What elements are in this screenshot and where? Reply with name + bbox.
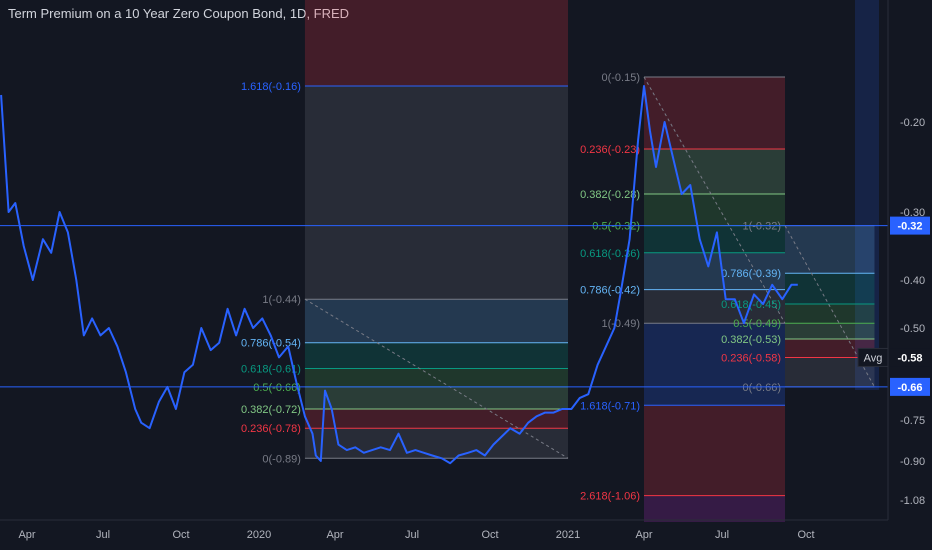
fib-band-bottom <box>644 495 785 522</box>
fib-level-label: 0.236(-0.78) <box>241 423 301 435</box>
x-tick-label: Apr <box>18 529 35 541</box>
horizontal-lines-layer <box>0 225 888 388</box>
fib-band <box>304 299 568 343</box>
fib-level-label: 0.382(-0.53) <box>721 334 781 346</box>
price-labels-layer: -0.32 Avg -0.58 -0.66 <box>857 216 930 396</box>
avg-tag <box>857 347 889 367</box>
fib-band <box>304 368 568 387</box>
price-label-box <box>890 377 930 396</box>
y-tick-label: -1.08 <box>900 495 925 507</box>
x-tick-label: Jul <box>405 529 419 541</box>
fib-level-label: 0(-0.15) <box>601 72 640 84</box>
fib-band <box>785 225 875 274</box>
fib-band <box>644 77 785 149</box>
price-label-text: -0.32 <box>897 221 922 233</box>
fib-level-label: 1.618(-0.71) <box>580 400 640 412</box>
price-label: -0.32 <box>890 216 930 235</box>
fib-level-label: 0.5(-0.49) <box>733 318 781 330</box>
fib-retracement-3[interactable]: 1(-0.32)0.786(-0.39)0.618(-0.45)0.5(-0.4… <box>721 221 875 394</box>
fib-level-label: 0.382(-0.28) <box>580 189 640 201</box>
fib-band <box>785 273 875 304</box>
x-tick-label: Apr <box>326 529 343 541</box>
chart-title: Term Premium on a 10 Year Zero Coupon Bo… <box>8 6 350 21</box>
fib-level-label: 0.5(-0.66) <box>253 382 301 394</box>
price-label: -0.66 <box>890 377 930 396</box>
x-tick-label: Jul <box>715 529 729 541</box>
fib-level-label: 1.618(-0.16) <box>241 81 301 93</box>
series-line[interactable] <box>0 85 798 465</box>
fib-level-label: 0.236(-0.23) <box>580 144 640 156</box>
x-tick-label: Oct <box>481 529 498 541</box>
x-tick-label: Jul <box>96 529 110 541</box>
fib-trend-line <box>784 225 875 388</box>
fib-band <box>304 428 568 459</box>
fib-band <box>785 323 875 340</box>
price-label-text: -0.66 <box>897 382 922 394</box>
y-tick-label: -0.50 <box>900 323 925 335</box>
fib-retracement-1[interactable]: 1.618(-0.16) 1(-0.44) 0.786(-0.54) 0.618(-0… <box>241 0 569 465</box>
fib-band <box>644 323 785 406</box>
fib-trend-line <box>643 76 786 324</box>
fib-level-label: 0.618(-0.61) <box>241 363 301 375</box>
fib-band <box>644 252 785 290</box>
fib-retracement-2[interactable]: 0(-0.15) 0.236(-0.23) 0.382(-0.28) 0.5(-0.3… <box>580 0 786 522</box>
fib-level-label: 1(-0.49) <box>601 318 640 330</box>
x-tick-label: 2020 <box>247 529 271 541</box>
axis-layer: -0.20 -0.30 -0.40 -0.50 -0.75 -0.90 -1.08 Apr Ju… <box>0 0 925 541</box>
fib-level-label: 0(-0.89) <box>262 453 301 465</box>
fib-retracement-layer: 1.618(-0.16) 1(-0.44) 0.786(-0.54) 0.618(-0… <box>241 0 875 522</box>
fib-level-label: 2.618(-1.06) <box>580 491 640 503</box>
fib-band-top <box>304 0 568 86</box>
fib-band <box>644 194 785 226</box>
fib-level-label: 0.786(-0.39) <box>721 268 781 280</box>
series-layer <box>0 85 798 465</box>
fib-band <box>304 342 568 369</box>
price-label-box <box>890 216 930 235</box>
fib-level-label: 0.5(-0.32) <box>592 221 640 233</box>
x-tick-label: Apr <box>635 529 652 541</box>
fib-level-label: 0.236(-0.58) <box>721 352 781 364</box>
fib-band <box>644 289 785 324</box>
y-tick-label: -0.90 <box>900 456 925 468</box>
price-label-box <box>890 348 930 367</box>
avg-tag-label: Avg <box>864 352 883 364</box>
fib-band <box>644 149 785 194</box>
fib-level-label: 0(-0.66) <box>742 382 781 394</box>
fib-level-label: 1(-0.44) <box>262 294 301 306</box>
x-tick-label: Oct <box>797 529 814 541</box>
fib-band-top <box>644 0 785 77</box>
fib-band <box>304 86 568 300</box>
fib-level-label: 0.786(-0.42) <box>580 285 640 297</box>
fib-level-label: 0.382(-0.72) <box>241 404 301 416</box>
y-tick-label: -0.20 <box>900 117 925 129</box>
y-tick-label: -0.40 <box>900 275 925 287</box>
y-tick-label: -0.75 <box>900 415 925 427</box>
fib-band <box>785 339 875 358</box>
fib-level-label: 0.618(-0.36) <box>580 248 640 260</box>
x-tick-label: Oct <box>172 529 189 541</box>
right-band-shade <box>855 0 879 390</box>
x-tick-label: 2021 <box>556 529 580 541</box>
price-label-text: -0.58 <box>897 352 922 364</box>
fib-band <box>304 408 568 429</box>
background-layer <box>855 0 879 390</box>
fib-band <box>304 386 568 409</box>
y-tick-label: -0.30 <box>900 207 925 219</box>
fib-band <box>785 304 875 324</box>
fib-level-label: 0.786(-0.54) <box>241 338 301 350</box>
fib-level-label: 1(-0.32) <box>742 221 781 233</box>
fib-band <box>644 405 785 496</box>
price-label: Avg -0.58 <box>857 347 930 367</box>
